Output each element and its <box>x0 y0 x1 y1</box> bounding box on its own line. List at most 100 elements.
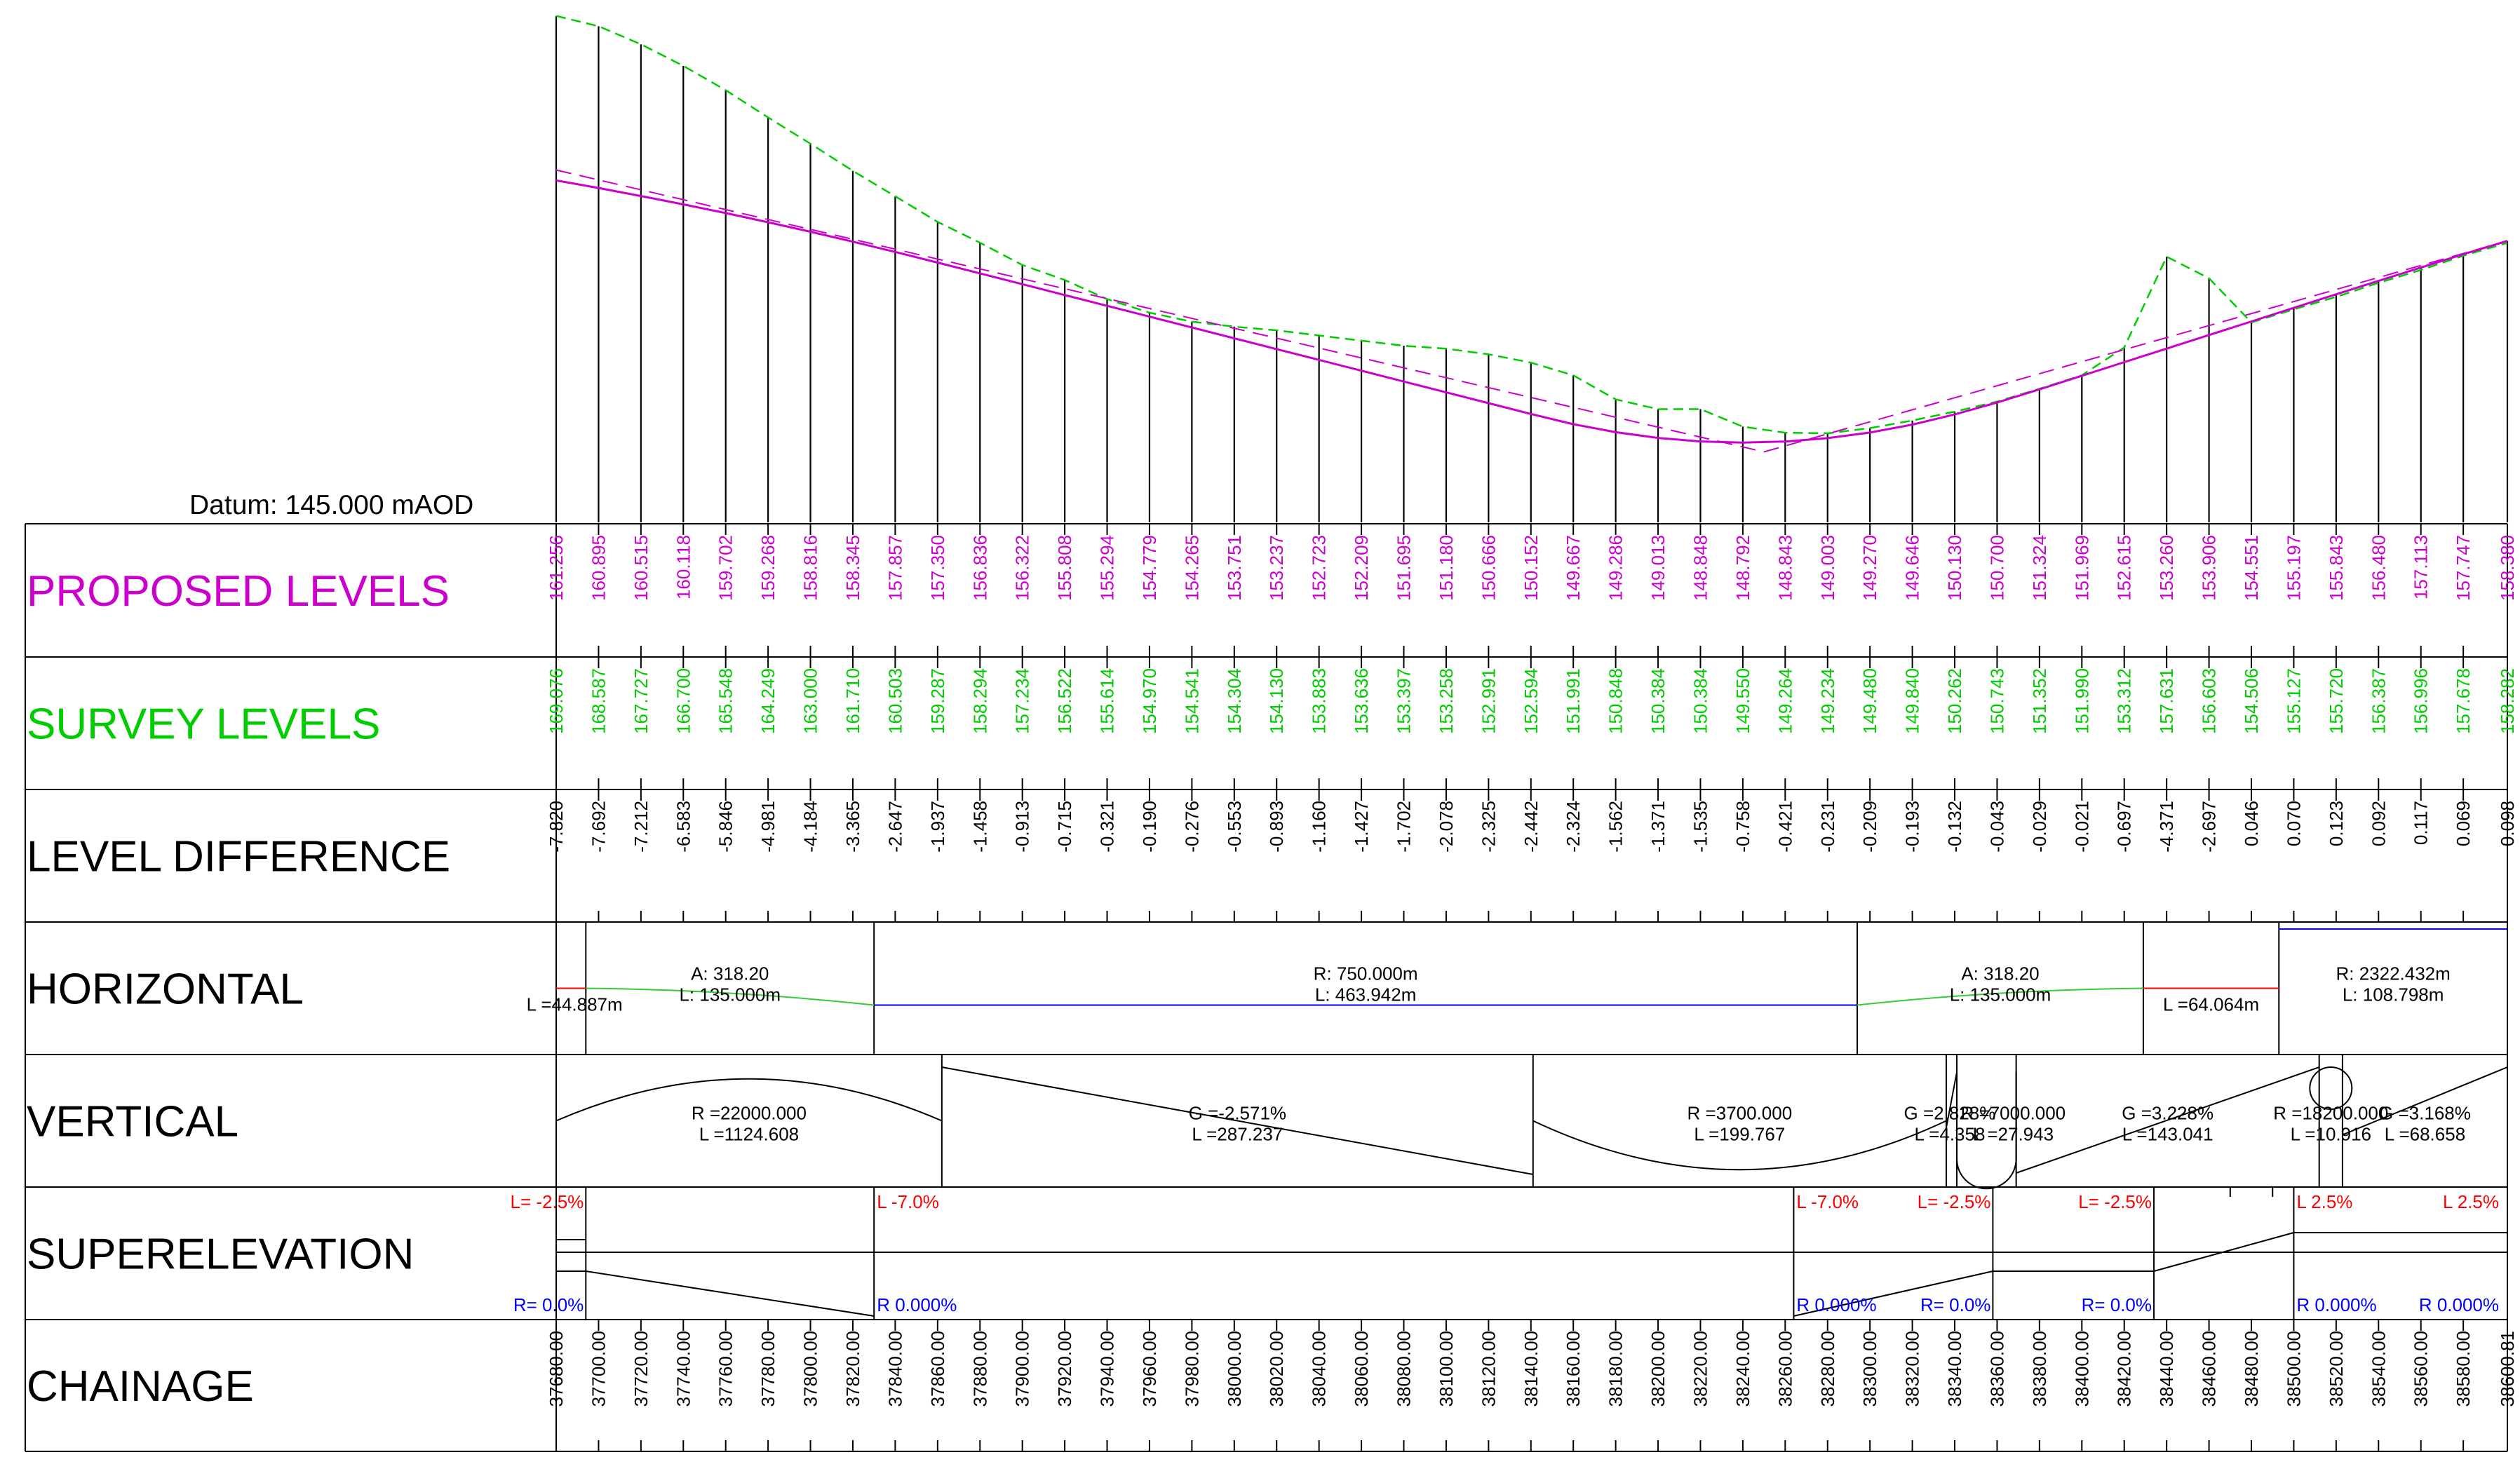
chainage-value: 37680.00 <box>546 1331 567 1407</box>
proposed-level-value: 159.268 <box>757 535 779 601</box>
level-difference-value: 0.046 <box>2241 801 2262 846</box>
proposed-level-value: 160.515 <box>631 535 652 601</box>
chainage-value: 38220.00 <box>1690 1331 1711 1407</box>
chainage-value: 38180.00 <box>1605 1331 1626 1407</box>
chainage-value: 37960.00 <box>1139 1331 1160 1407</box>
superelevation-transition-line <box>2153 1232 2294 1272</box>
proposed-level-value: 153.237 <box>1266 535 1287 601</box>
level-difference-value: -4.981 <box>757 801 779 853</box>
survey-level-value: 154.541 <box>1181 668 1202 734</box>
level-difference-value: -2.697 <box>2199 801 2220 853</box>
chainage-value: 38560.00 <box>2411 1331 2432 1407</box>
level-difference-value: -0.913 <box>1012 801 1033 853</box>
proposed-level-value: 153.751 <box>1224 535 1245 601</box>
proposed-level-value: 149.667 <box>1563 535 1584 601</box>
proposed-level-value: 156.322 <box>1012 535 1033 601</box>
proposed-level-value: 154.265 <box>1181 535 1202 601</box>
survey-level-value: 169.076 <box>546 668 567 734</box>
vertical-label: VERTICAL <box>27 1098 238 1146</box>
survey-level-value: 155.614 <box>1097 668 1118 734</box>
vertical-element-label: L =10.916 <box>2291 1124 2371 1145</box>
survey-level-value: 154.506 <box>2241 668 2262 734</box>
proposed-level-value: 149.013 <box>1648 535 1669 601</box>
vertical-element-label: L =27.943 <box>1973 1124 2054 1145</box>
chainage-value: 37920.00 <box>1054 1331 1075 1407</box>
proposed-level-value: 153.906 <box>2199 535 2220 601</box>
proposed-level-value: 149.646 <box>1902 535 1923 601</box>
horizontal-element-label: L: 135.000m <box>1950 984 2051 1005</box>
level-difference-value: -1.458 <box>969 801 990 853</box>
level-difference-value: -2.325 <box>1478 801 1499 853</box>
proposed-level-value: 158.345 <box>842 535 863 601</box>
chainage-value: 37800.00 <box>800 1331 821 1407</box>
proposed-level-value: 150.152 <box>1521 535 1542 601</box>
chainage-value: 38260.00 <box>1774 1331 1795 1407</box>
level-difference-value: -6.583 <box>673 801 694 853</box>
proposed-level-value: 157.350 <box>927 535 948 601</box>
proposed-level-value: 148.843 <box>1774 535 1795 601</box>
proposed-level-value: 155.197 <box>2283 535 2304 601</box>
horizontal-transition-line <box>1857 987 2143 1006</box>
chainage-value: 37740.00 <box>673 1331 694 1407</box>
level-difference-value: -0.193 <box>1902 801 1923 853</box>
level-difference-value: -0.190 <box>1139 801 1160 853</box>
chainage-value: 38140.00 <box>1521 1331 1542 1407</box>
chainage-value: 37880.00 <box>969 1331 990 1407</box>
level-difference-value: -1.427 <box>1351 801 1372 853</box>
profile-graph <box>555 15 2509 522</box>
level-difference-value: -1.160 <box>1309 801 1330 853</box>
chainage-value: 38580.00 <box>2453 1331 2474 1407</box>
proposed-level-value: 157.747 <box>2453 535 2474 601</box>
level-difference-value: -5.846 <box>715 801 736 853</box>
survey-level-value: 165.548 <box>715 668 736 734</box>
chainage-value: 38100.00 <box>1436 1331 1457 1407</box>
chainage-value: 38020.00 <box>1266 1331 1287 1407</box>
proposed-level-value: 152.723 <box>1309 535 1330 601</box>
proposed-level-value: 160.895 <box>588 535 609 601</box>
level-difference-value: -0.893 <box>1266 801 1287 853</box>
proposed-level-value: 150.666 <box>1478 535 1499 601</box>
level-difference-value: -0.697 <box>2114 801 2135 853</box>
proposed-level-value: 150.130 <box>1944 535 1965 601</box>
level-difference-value: 0.117 <box>2411 801 2432 845</box>
proposed-level-value: 148.848 <box>1690 535 1711 601</box>
superelevation-right-value: R 0.000% <box>1796 1294 1876 1315</box>
level-difference-value: -0.276 <box>1181 801 1202 853</box>
survey-level-value: 153.312 <box>2114 668 2135 734</box>
horizontal-label: HORIZONTAL <box>27 965 304 1014</box>
level-difference-value: -0.421 <box>1774 801 1795 853</box>
proposed-level-value: 149.003 <box>1817 535 1838 601</box>
horizontal-element-label: L: 108.798m <box>2343 984 2444 1005</box>
level-difference-value: -0.321 <box>1097 801 1118 853</box>
survey-level-value: 151.990 <box>2071 668 2092 734</box>
vertical-element-label: R =18200.000 <box>2273 1103 2388 1124</box>
chainage-value: 37720.00 <box>631 1331 652 1407</box>
superelevation-left-value: L= -2.5% <box>1918 1191 1991 1212</box>
survey-level-value: 153.883 <box>1309 668 1330 734</box>
survey-level-value: 153.258 <box>1436 668 1457 734</box>
proposed-level-value: 156.836 <box>969 535 990 601</box>
proposed-levels-label: PROPOSED LEVELS <box>27 567 450 616</box>
proposed-level-value: 155.294 <box>1097 535 1118 601</box>
survey-levels-label: SURVEY LEVELS <box>27 700 380 749</box>
proposed-level-value: 158.816 <box>800 535 821 601</box>
survey-level-value: 157.631 <box>2156 668 2177 734</box>
vertical-grade-line <box>941 1066 1533 1175</box>
superelevation-right-value: R= 0.0% <box>513 1294 584 1315</box>
survey-level-value: 155.127 <box>2283 668 2304 734</box>
survey-level-value: 150.262 <box>1944 668 1965 734</box>
vertical-element-label: G =2.828% <box>1904 1103 1996 1124</box>
survey-level-value: 164.249 <box>757 668 779 734</box>
survey-level-value: 163.000 <box>800 668 821 734</box>
proposed-level-value: 153.260 <box>2156 535 2177 601</box>
chainage-value: 38120.00 <box>1478 1331 1499 1407</box>
proposed-level-value: 157.857 <box>884 535 905 601</box>
vertical-element-label: R =22000.000 <box>692 1103 807 1124</box>
vertical-grade-line <box>2016 1066 2320 1174</box>
survey-level-value: 157.234 <box>1012 668 1033 734</box>
vertical-element-label: L =4.358 <box>1914 1124 1985 1145</box>
level-difference-value: -4.371 <box>2156 801 2177 853</box>
proposed-level-value: 151.695 <box>1394 535 1415 601</box>
level-difference-value: -2.324 <box>1563 801 1584 853</box>
chainage-value: 38500.00 <box>2283 1331 2304 1407</box>
